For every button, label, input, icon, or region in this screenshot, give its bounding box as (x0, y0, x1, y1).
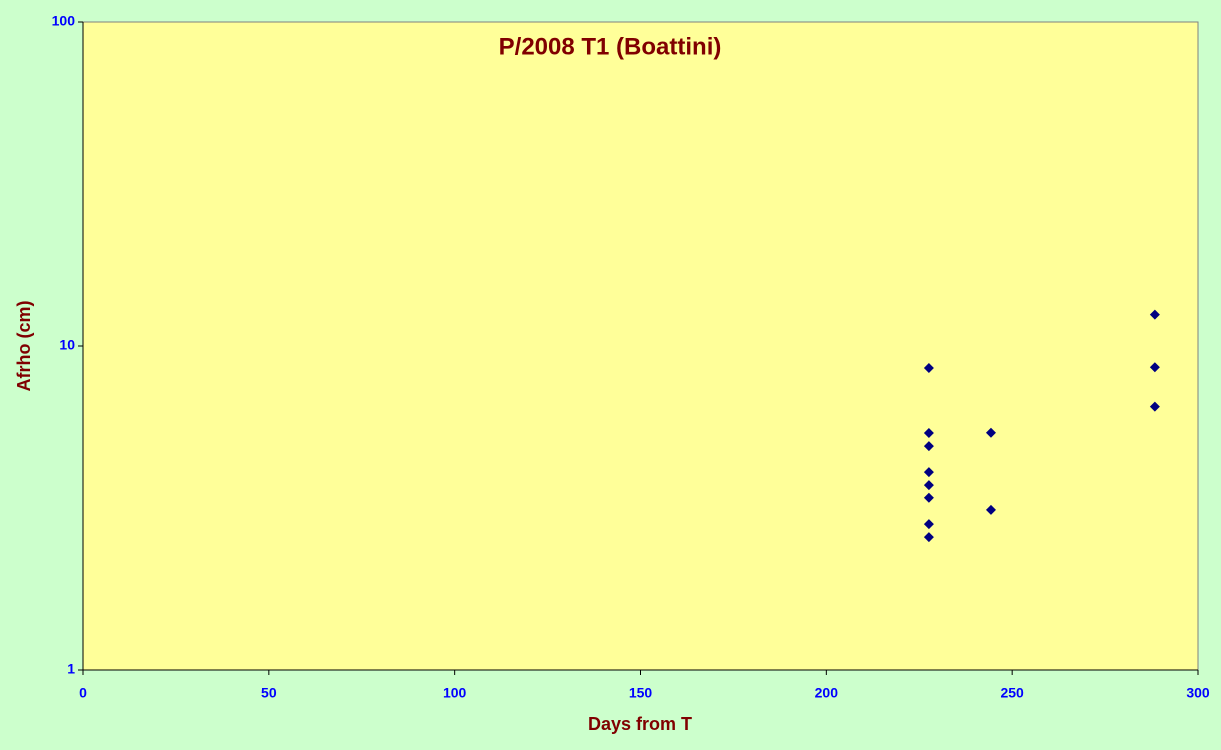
data-point (923, 467, 934, 478)
x-tick-label: 150 (629, 685, 653, 701)
data-point (923, 363, 934, 374)
plot-area (82, 21, 1199, 671)
data-point (1149, 309, 1160, 320)
y-tick-label: 1 (67, 661, 75, 677)
data-point (923, 441, 934, 452)
data-point (923, 492, 934, 503)
x-tick-label: 300 (1186, 685, 1210, 701)
data-point (923, 480, 934, 491)
x-tick-label: 250 (1000, 685, 1024, 701)
x-tick-label: 100 (443, 685, 467, 701)
x-tick-label: 0 (79, 685, 87, 701)
chart-title: P/2008 T1 (Boattini) (499, 33, 722, 60)
x-tick-label: 50 (261, 685, 277, 701)
data-point (923, 427, 934, 438)
y-axis-label: Afrho (cm) (14, 301, 34, 392)
data-point (1149, 401, 1160, 412)
data-point (1149, 362, 1160, 373)
y-tick-label: 100 (52, 13, 76, 29)
x-axis-label: Days from T (588, 714, 692, 734)
data-point (985, 504, 996, 515)
x-tick-label: 200 (815, 685, 839, 701)
data-point (923, 519, 934, 530)
y-tick-label: 10 (59, 337, 75, 353)
data-point (985, 427, 996, 438)
data-point (923, 532, 934, 543)
